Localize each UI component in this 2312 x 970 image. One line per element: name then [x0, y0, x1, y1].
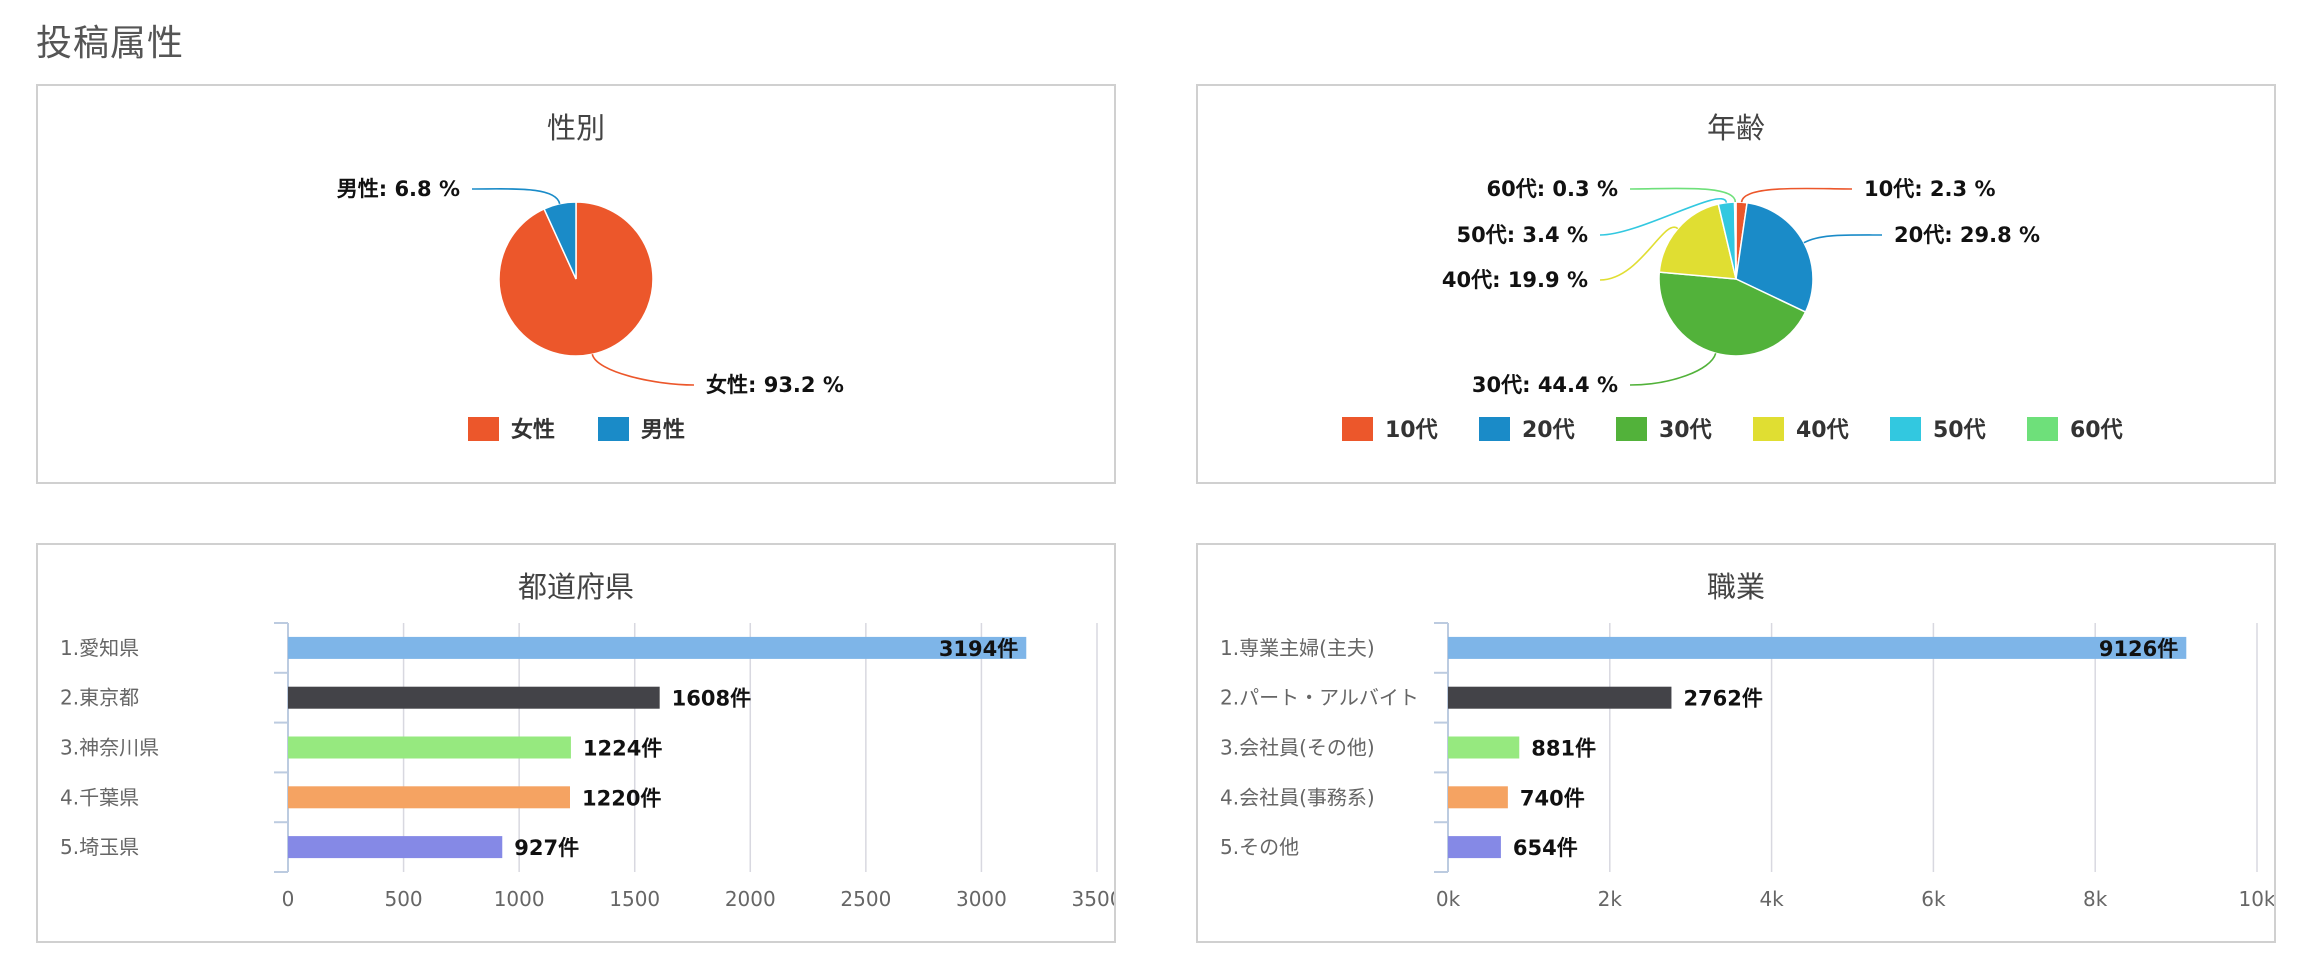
x-tick-label: 500: [384, 887, 422, 911]
category-label: 2.パート・アルバイト: [1220, 686, 1419, 710]
pie-connector: [1599, 197, 1728, 236]
category-label: 3.会社員(その他): [1220, 736, 1375, 760]
x-tick-label: 2000: [725, 887, 776, 911]
data-label: 30代: 44.4 %: [1472, 373, 1618, 397]
chart-title: 職業: [1707, 570, 1765, 604]
x-tick-label: 10k: [2238, 887, 2274, 911]
data-label: 10代: 2.3 %: [1864, 177, 1996, 201]
bar-value-label: 654件: [1513, 836, 1578, 860]
pie-connector: [471, 188, 561, 205]
x-tick-label: 8k: [2083, 887, 2108, 911]
legend-swatch: [598, 417, 629, 441]
age-pie-chart: 年齢 10代: 2.3 % 20代: 29.8 % 30代: 44.4 % 40代: 1…: [1342, 111, 2123, 443]
legend-swatch: [1479, 417, 1510, 441]
pie-slice: [1733, 201, 1737, 280]
pie-connector: [1740, 187, 1853, 203]
data-label: 40代: 19.9 %: [1442, 268, 1588, 292]
x-tick-label: 3000: [956, 887, 1007, 911]
legend-label: 30代: [1659, 418, 1712, 443]
legend-label: 10代: [1385, 418, 1438, 443]
category-label: 1.専業主婦(主夫): [1220, 636, 1375, 660]
chart-title: 都道府県: [518, 570, 634, 604]
bar: [1448, 786, 1508, 809]
bar-value-label: 927件: [514, 836, 579, 860]
bar: [1448, 836, 1501, 859]
legend-swatch: [468, 417, 499, 441]
data-label: 50代: 3.4 %: [1457, 223, 1589, 247]
x-tick-label: 2k: [1598, 887, 1623, 911]
bar: [288, 736, 571, 759]
legend-label: 20代: [1522, 418, 1575, 443]
bar: [1448, 636, 2187, 659]
occupation-bar-chart: 職業 0k 2k 4k 6k 8k 10k 1.専業主婦(主夫) 9126件 2.パート・アルバイ…: [1220, 570, 2274, 911]
legend-swatch: [1616, 417, 1647, 441]
category-label: 5.埼玉県: [60, 835, 139, 859]
category-label: 4.会社員(事務系): [1220, 785, 1375, 809]
bar: [1448, 686, 1672, 709]
x-tick-label: 1500: [609, 887, 660, 911]
category-label: 5.その他: [1220, 835, 1299, 859]
category-label: 2.東京都: [60, 686, 139, 710]
prefecture-chart-panel: 都道府県 0 500 1000 1500 2000 2500 3000 3500 1.愛知県 319…: [36, 543, 1116, 943]
legend-label: 50代: [1933, 418, 1986, 443]
bar-value-label: 1224件: [583, 737, 662, 761]
pie-connector: [1629, 353, 1717, 386]
data-label: 男性: 6.8 %: [337, 177, 460, 201]
legend-swatch: [1753, 417, 1784, 441]
page-title: 投稿属性: [36, 23, 185, 64]
bar: [1448, 736, 1520, 759]
x-tick-label: 4k: [1759, 887, 1784, 911]
x-tick-label: 1000: [494, 887, 545, 911]
category-label: 4.千葉県: [60, 785, 139, 809]
prefecture-bar-chart: 都道府県 0 500 1000 1500 2000 2500 3000 3500 1.愛知県 319…: [60, 570, 1114, 911]
bar-value-label: 3194件: [939, 637, 1018, 661]
pie-connector: [1803, 234, 1883, 244]
bar-value-label: 881件: [1531, 737, 1596, 761]
legend-swatch: [1890, 417, 1921, 441]
legend-label: 男性: [641, 418, 685, 443]
bar: [288, 636, 1027, 659]
x-tick-label: 0: [282, 887, 295, 911]
legend-label: 女性: [511, 417, 555, 443]
bar-value-label: 2762件: [1683, 687, 1762, 711]
legend-swatch: [1342, 417, 1373, 441]
bar: [288, 836, 503, 859]
pie-connector: [1629, 187, 1737, 203]
pie-connector: [591, 353, 695, 386]
chart-title: 性別: [547, 111, 605, 145]
gender-chart-panel: 性別女性: 93.2 % 男性: 6.8 % 女性 男性: [36, 84, 1116, 484]
x-tick-label: 3500: [1072, 887, 1114, 911]
x-tick-label: 0k: [1436, 887, 1461, 911]
bar-value-label: 1608件: [672, 687, 751, 711]
bar-value-label: 9126件: [2099, 637, 2178, 661]
bar: [288, 786, 570, 809]
category-label: 1.愛知県: [60, 636, 139, 660]
legend-swatch: [2027, 417, 2058, 441]
bar-value-label: 1220件: [582, 786, 661, 810]
bar-value-label: 740件: [1520, 786, 1585, 810]
bar: [288, 686, 660, 709]
pie-slice: [1658, 271, 1807, 357]
data-label: 20代: 29.8 %: [1894, 223, 2040, 247]
legend-label: 60代: [2070, 418, 2123, 443]
occupation-chart-panel: 職業 0k 2k 4k 6k 8k 10k 1.専業主婦(主夫) 9126件 2.パート・アルバイ…: [1196, 543, 2276, 943]
legend-label: 40代: [1796, 418, 1849, 443]
pie-slice: [543, 201, 577, 280]
data-label: 60代: 0.3 %: [1487, 177, 1619, 201]
category-label: 3.神奈川県: [60, 736, 159, 760]
chart-title: 年齢: [1707, 111, 1765, 145]
pie-connector: [1599, 226, 1679, 281]
x-tick-label: 2500: [840, 887, 891, 911]
data-label: 女性: 93.2 %: [706, 373, 844, 397]
age-chart-panel: 年齢 10代: 2.3 % 20代: 29.8 % 30代: 44.4 % 40代: 1…: [1196, 84, 2276, 484]
x-tick-label: 6k: [1921, 887, 1946, 911]
